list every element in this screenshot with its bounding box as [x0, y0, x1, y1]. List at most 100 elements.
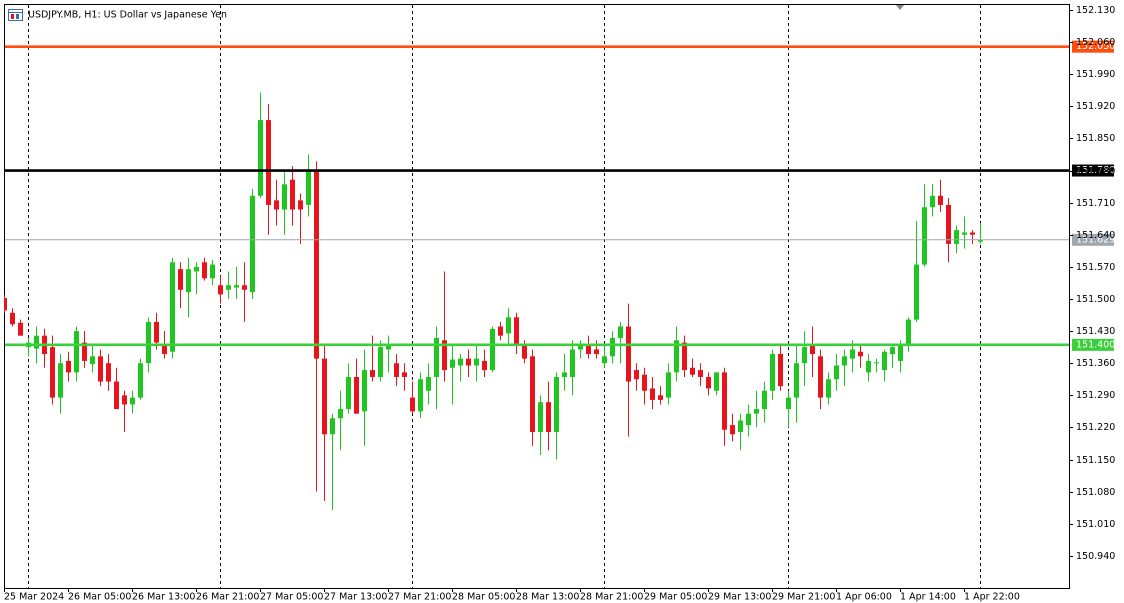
candle-body: [66, 360, 71, 373]
candle-body: [666, 372, 671, 398]
candle-body: [50, 347, 55, 398]
y-tick-label: 151.570: [1076, 262, 1115, 273]
candle-body: [794, 363, 799, 398]
candle-body: [586, 345, 591, 355]
y-tick-label: 151.150: [1076, 455, 1115, 466]
y-tick-label: 152.060: [1076, 37, 1115, 48]
candle-body: [394, 363, 399, 377]
candle-body: [362, 370, 367, 412]
candle-body: [890, 347, 895, 355]
candle-body: [122, 395, 127, 405]
candle-body: [234, 285, 239, 288]
candle-body: [826, 379, 831, 398]
candle-body: [282, 184, 287, 210]
candle-body: [186, 269, 191, 293]
candle-body: [378, 347, 383, 377]
candle-body: [562, 372, 567, 377]
price-level-tag: [1072, 233, 1114, 246]
candle-body: [634, 370, 639, 380]
candle-body: [4, 298, 7, 311]
x-tick-label: 26 Mar 21:00: [196, 592, 259, 603]
candle-body: [786, 397, 791, 410]
price-level-tag: [1072, 164, 1114, 177]
candle-body: [202, 262, 207, 279]
candle-body: [810, 344, 815, 355]
candle-body: [74, 331, 79, 373]
y-tick-label: 151.850: [1076, 133, 1115, 144]
y-tick-label: 151.430: [1076, 326, 1115, 337]
candle-body: [882, 351, 887, 371]
x-tick-label: 29 Mar 05:00: [644, 592, 707, 603]
y-tick-label: 151.780: [1076, 166, 1115, 177]
candle-body: [818, 356, 823, 398]
x-tick-label: 25 Mar 2024: [4, 592, 64, 603]
candle-body: [770, 354, 775, 391]
candle-body: [674, 340, 679, 373]
candle-body: [930, 195, 935, 208]
candle-body: [746, 413, 751, 426]
price-level-tag: [1072, 338, 1114, 351]
candle-body: [978, 239, 983, 242]
y-tick-label: 152.130: [1076, 5, 1115, 16]
candle-body: [970, 232, 975, 235]
candles: [4, 92, 983, 511]
axes: 152.130 152.060 151.990 151.920 151.850 151.7…: [4, 5, 1115, 603]
candle-body: [626, 326, 631, 382]
y-tick-label: 150.940: [1076, 551, 1115, 562]
candle-body: [338, 409, 343, 419]
candle-body: [522, 344, 527, 359]
x-tick-label: 26 Mar 13:00: [132, 592, 195, 603]
candle-body: [754, 409, 759, 414]
y-tick-label: 151.920: [1076, 101, 1115, 112]
candle-body: [490, 328, 495, 371]
price-level-tag: [1072, 40, 1114, 53]
candle-body: [730, 425, 735, 435]
candle-body: [274, 200, 279, 210]
y-tick-label: 151.010: [1076, 519, 1115, 530]
candle-body: [178, 269, 183, 290]
candle-body: [802, 347, 807, 364]
candle-body: [466, 358, 471, 366]
candle-body: [530, 356, 535, 433]
candle-body: [314, 170, 319, 359]
candle-body: [858, 351, 863, 357]
candle-body: [682, 342, 687, 371]
candle-body: [650, 388, 655, 400]
candle-body: [290, 179, 295, 210]
candle-body: [146, 321, 151, 364]
x-tick-label: 1 Apr 22:00: [964, 592, 1020, 603]
candle-body: [106, 363, 111, 382]
candle-body: [906, 319, 911, 345]
candle-body: [482, 360, 487, 371]
candle-body: [58, 363, 63, 398]
candle-body: [34, 335, 39, 349]
candle-body: [922, 207, 927, 265]
candle-body: [82, 342, 87, 361]
candle-body: [10, 312, 15, 325]
candle-body: [410, 397, 415, 412]
day-separators: [28, 5, 981, 588]
candle-body: [434, 337, 439, 377]
candle-body: [226, 285, 231, 290]
candle-body: [946, 204, 951, 244]
candle-body: [706, 376, 711, 389]
candle-body: [954, 230, 959, 244]
candle-body: [938, 195, 943, 205]
candle-body: [898, 344, 903, 361]
candle-body: [162, 344, 167, 355]
x-tick-label: 29 Mar 13:00: [708, 592, 771, 603]
candle-body: [842, 356, 847, 366]
candle-body: [18, 322, 23, 336]
x-tick-label: 27 Mar 05:00: [260, 592, 323, 603]
price-level-label: 152.050: [1076, 41, 1115, 52]
candle-body: [602, 356, 607, 364]
candle-body: [866, 360, 871, 373]
candle-body: [130, 397, 135, 405]
candle-body: [618, 326, 623, 338]
candle-body: [98, 356, 103, 382]
y-tick-label: 151.360: [1076, 358, 1115, 369]
candle-body: [874, 362, 879, 364]
candle-body: [610, 337, 615, 357]
candle-body: [554, 376, 559, 433]
